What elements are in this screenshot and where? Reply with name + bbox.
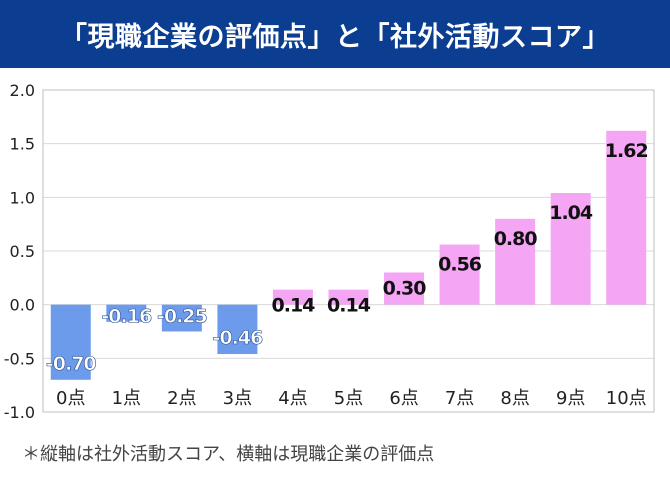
bar-value-label: 0.56	[438, 254, 482, 276]
x-category-label: 2点	[167, 388, 196, 409]
bar-value-label: 0.30	[383, 277, 427, 299]
bar	[50, 304, 91, 380]
bar-value-label: 0.14	[327, 295, 371, 317]
x-category-label: 8点	[500, 388, 529, 409]
bar	[161, 304, 202, 332]
y-tick-label: 0.0	[10, 296, 35, 315]
x-category-label: 4点	[278, 388, 307, 409]
bar	[272, 289, 313, 305]
x-category-label: 7点	[445, 388, 474, 409]
y-tick-label: -0.5	[4, 349, 35, 368]
bar	[328, 289, 369, 305]
bar	[606, 130, 647, 305]
y-tick-label: -1.0	[4, 403, 35, 422]
x-category-label: 9点	[556, 388, 585, 409]
bar-value-label: -0.70	[46, 353, 97, 375]
y-tick-label: 1.0	[10, 188, 35, 207]
bar	[439, 244, 480, 305]
y-tick-label: 2.0	[10, 81, 35, 100]
bar	[550, 193, 591, 305]
bar-value-label: -0.25	[157, 306, 207, 328]
footnote: ＊縦軸は社外活動スコア、横軸は現職企業の評価点	[22, 444, 435, 465]
x-category-label: 1点	[112, 388, 141, 409]
bar	[384, 272, 425, 305]
bar	[217, 304, 258, 355]
bar-value-label: -0.46	[213, 327, 264, 349]
bar-value-label: 1.04	[549, 202, 593, 224]
bar-value-label: 0.80	[494, 228, 538, 250]
x-category-label: 6点	[389, 388, 418, 409]
x-category-label: 0点	[56, 388, 85, 409]
bar-chart: 2.0 1.5 1.0 0.5 0.0 -0.5 -1.0 -0.70 0点 -0.16 1点 -0.…	[4, 81, 655, 422]
bar-value-label: -0.16	[101, 306, 152, 328]
bar	[106, 304, 147, 322]
x-category-label: 10点	[606, 388, 647, 409]
bar	[495, 218, 536, 305]
bar-value-label: 0.14	[272, 295, 316, 317]
y-tick-label: 0.5	[10, 242, 35, 261]
chart-title: 「現職企業の評価点」と「社外活動スコア」	[0, 0, 670, 68]
plot-frame	[42, 89, 655, 413]
y-tick-label: 1.5	[10, 135, 35, 154]
x-category-label: 5点	[334, 388, 363, 409]
bar-value-label: 1.62	[605, 140, 648, 162]
x-category-label: 3点	[223, 388, 252, 409]
